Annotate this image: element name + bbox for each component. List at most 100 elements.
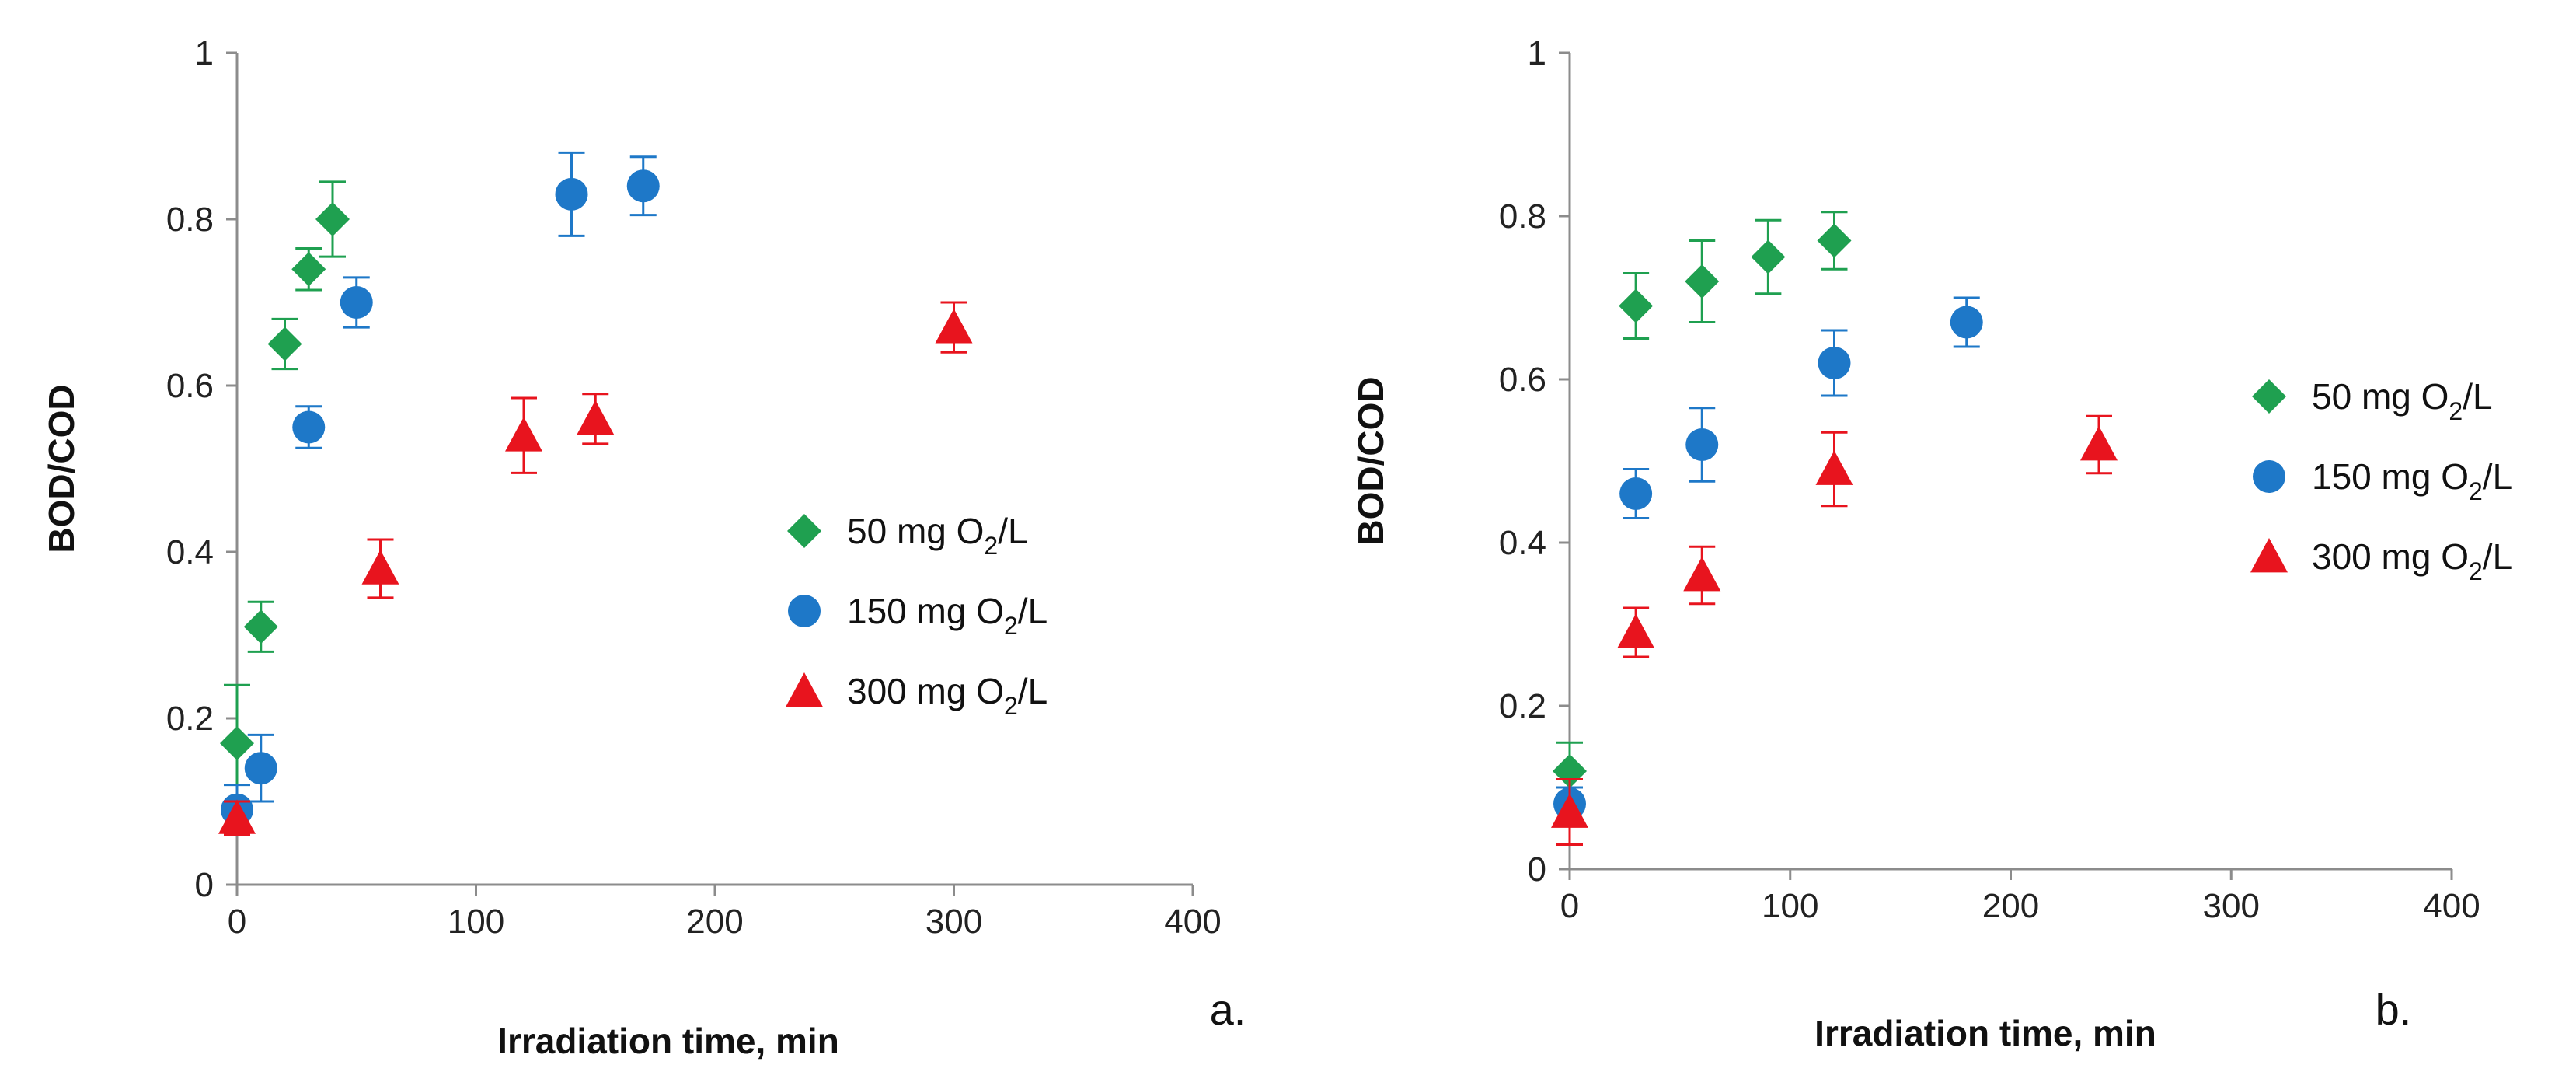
panel-label: a.	[1210, 985, 1246, 1034]
series-diamond	[1553, 211, 1852, 801]
data-point	[555, 177, 588, 211]
data-point	[267, 326, 302, 361]
x-tick-label: 200	[686, 903, 743, 941]
x-axis-title: Irradiation time, min	[497, 1021, 839, 1061]
series-triangle	[1551, 414, 2118, 846]
legend-label-subscript: 2	[2469, 477, 2483, 505]
legend-marker	[2253, 460, 2285, 493]
legend-label-unit: /L	[998, 511, 1027, 551]
y-tick-label: 0.6	[166, 367, 214, 405]
y-tick-label: 0.2	[166, 700, 214, 738]
data-point	[1683, 557, 1721, 592]
legend-entry: 150 mg O2/L	[2253, 456, 2512, 505]
series-circle	[221, 151, 660, 836]
y-tick-label: 0	[195, 866, 214, 904]
series-triangle	[218, 301, 973, 836]
data-point	[220, 726, 254, 761]
data-point	[244, 752, 277, 785]
legend-label-unit: /L	[1018, 591, 1047, 631]
x-tick-label: 400	[1164, 903, 1221, 941]
legend-marker	[2250, 538, 2288, 573]
legend-entry: 50 mg O2/L	[787, 511, 1028, 560]
x-tick-label: 100	[448, 903, 504, 941]
y-tick-label: 0.4	[1499, 524, 1546, 562]
data-point	[935, 309, 973, 344]
y-axis-title: BOD/COD	[41, 384, 82, 553]
data-point	[1818, 347, 1851, 379]
data-point	[505, 417, 542, 452]
legend-marker	[787, 514, 821, 548]
y-axis-title: BOD/COD	[1351, 376, 1391, 545]
legend-label-unit: /L	[2463, 376, 2492, 417]
chart-panel-a: 0 0.2 0.4 0.6 0.8 1 0 100 200 300 400 Irradiation t…	[41, 34, 1246, 1061]
x-axis-title: Irradiation time, min	[1814, 1013, 2156, 1053]
data-point	[577, 400, 615, 435]
data-point	[1815, 450, 1853, 485]
legend-label-main: 300 mg O	[2312, 536, 2469, 577]
y-tick-label: 0	[1528, 850, 1546, 889]
legend-label-main: 50 mg O	[2312, 376, 2449, 417]
y-tick-label: 0.8	[1499, 197, 1546, 236]
data-point	[340, 286, 373, 319]
x-tick-label: 0	[1560, 887, 1579, 925]
x-tick-label: 300	[925, 903, 982, 941]
legend-marker	[786, 672, 823, 707]
data-point	[1619, 477, 1653, 510]
legend-entry: 50 mg O2/L	[2252, 376, 2493, 425]
data-point	[1685, 428, 1719, 461]
data-point	[1817, 223, 1852, 258]
y-tick-label: 1	[195, 34, 214, 72]
legend-label: 50 mg O2/L	[2312, 376, 2493, 425]
data-point	[1619, 288, 1654, 323]
x-tick-label: 400	[2423, 887, 2480, 925]
data-point	[361, 550, 399, 585]
chart-panel-b: 0 0.2 0.4 0.6 0.8 1 0 100 200 300 400 Irradiation t…	[1351, 34, 2512, 1053]
legend-label-unit: /L	[2483, 456, 2512, 497]
legend-marker	[788, 595, 821, 627]
x-tick-label: 200	[1982, 887, 2039, 925]
x-tick-label: 300	[2203, 887, 2260, 925]
legend-label-main: 300 mg O	[847, 671, 1004, 711]
legend-label-subscript: 2	[1004, 692, 1018, 720]
y-tick-label: 0.4	[166, 533, 214, 571]
legend-label-unit: /L	[1018, 671, 1047, 711]
legend-label-main: 150 mg O	[847, 591, 1004, 631]
y-tick-label: 0.6	[1499, 361, 1546, 399]
legend-label: 300 mg O2/L	[2312, 536, 2512, 585]
legend-label-main: 50 mg O	[847, 511, 984, 551]
data-point	[292, 410, 326, 444]
legend-label: 300 mg O2/L	[847, 671, 1047, 720]
legend-label-subscript: 2	[2469, 557, 2483, 585]
data-point	[243, 609, 278, 644]
data-point	[2080, 426, 2118, 461]
x-tick-label: 0	[228, 903, 246, 941]
series-circle	[1553, 296, 1983, 822]
legend-entry: 300 mg O2/L	[2250, 536, 2512, 585]
data-point	[1751, 239, 1786, 274]
data-point	[1551, 793, 1588, 828]
data-point	[291, 252, 326, 287]
legend-label-unit: /L	[2483, 536, 2512, 577]
data-point	[315, 202, 350, 236]
data-point	[626, 169, 660, 203]
y-tick-label: 0.8	[166, 201, 214, 239]
panel-label: b.	[2376, 985, 2412, 1034]
data-point	[1950, 306, 1983, 339]
y-tick-label: 0.2	[1499, 687, 1546, 725]
legend-label-subscript: 2	[2449, 397, 2463, 425]
x-tick-label: 100	[1762, 887, 1818, 925]
data-point	[1685, 264, 1720, 299]
legend-label-subscript: 2	[984, 532, 998, 560]
data-point	[1617, 613, 1655, 648]
legend-entry: 150 mg O2/L	[788, 591, 1047, 640]
legend-label-subscript: 2	[1004, 612, 1018, 640]
series-diamond	[220, 180, 350, 803]
legend-label: 150 mg O2/L	[847, 591, 1047, 640]
data-point	[218, 799, 256, 834]
legend-label-main: 150 mg O	[2312, 456, 2469, 497]
y-tick-label: 1	[1528, 34, 1546, 72]
legend-marker	[2252, 379, 2286, 414]
legend-entry: 300 mg O2/L	[786, 671, 1047, 720]
legend-label: 50 mg O2/L	[847, 511, 1028, 560]
